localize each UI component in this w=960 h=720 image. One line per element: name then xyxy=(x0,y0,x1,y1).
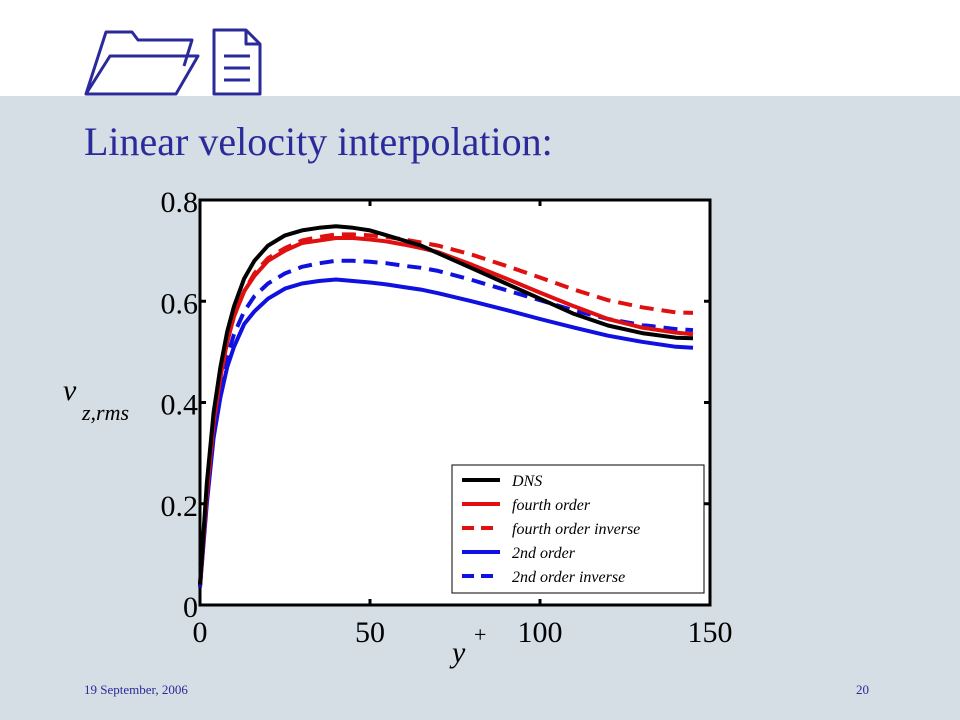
y-tick-label: 0.8 xyxy=(161,186,199,219)
x-tick-label: 0 xyxy=(193,616,208,649)
x-tick-label: 100 xyxy=(518,616,563,649)
legend-label: 2nd order xyxy=(512,545,576,562)
footer-date: 19 September, 2006 xyxy=(84,682,188,697)
y-axis-label-subscript: z,rms xyxy=(81,400,129,425)
y-tick-label: 0.6 xyxy=(161,287,199,320)
legend-label: fourth order xyxy=(512,497,591,514)
legend-label: 2nd order inverse xyxy=(512,569,625,586)
legend: DNS fourth order fourth order inverse 2nd o… xyxy=(451,464,705,594)
y-tick-label: 0.2 xyxy=(161,490,199,523)
page-number: 20 xyxy=(856,682,869,697)
slide-logo xyxy=(84,28,262,96)
series-line-fourth-order-inverse xyxy=(198,232,694,585)
series-line-2nd-order xyxy=(198,277,694,588)
series-line-dns xyxy=(198,224,694,585)
slide-title: Linear velocity interpolation: xyxy=(84,119,553,164)
x-tick-label: 50 xyxy=(355,616,385,649)
x-axis-label: y xyxy=(449,636,466,669)
document-icon xyxy=(212,28,262,96)
y-tick-label: 0.4 xyxy=(161,389,199,422)
legend-label: fourth order inverse xyxy=(512,521,640,538)
x-axis-label-superscript: + xyxy=(474,622,486,647)
legend-label: DNS xyxy=(511,473,542,490)
folder-icon xyxy=(84,30,200,96)
x-tick-label: 150 xyxy=(688,616,733,649)
y-axis-label: v xyxy=(63,374,77,407)
legend-box xyxy=(451,464,705,594)
y-tick-label: 0 xyxy=(183,591,198,624)
